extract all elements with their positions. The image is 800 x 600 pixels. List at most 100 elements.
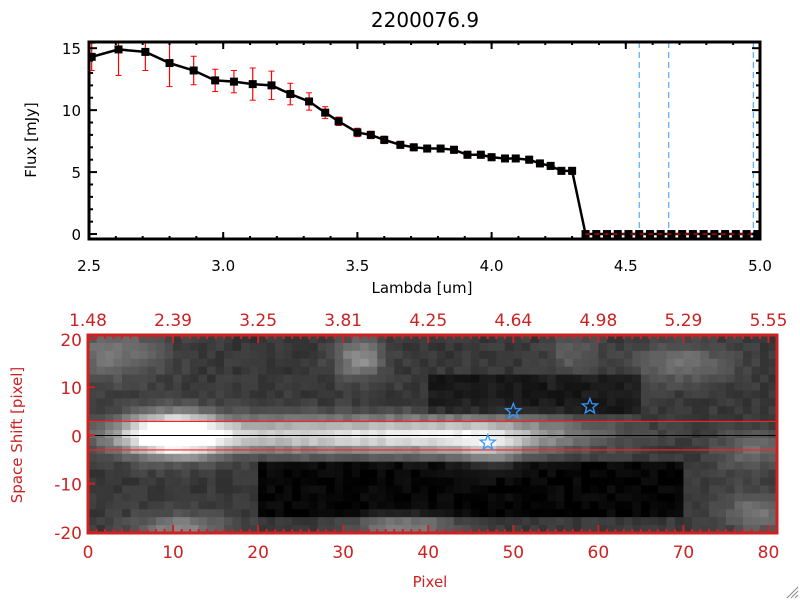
image-pixel <box>309 509 319 518</box>
image-pixel <box>326 461 336 471</box>
image-pixel <box>445 469 455 479</box>
image-pixel <box>589 430 599 439</box>
image-pixel <box>105 525 115 534</box>
image-pixel <box>181 422 191 431</box>
image-pixel <box>428 501 438 510</box>
image-pixel <box>292 430 302 439</box>
image-pixel <box>751 485 761 494</box>
image-pixel <box>351 398 361 407</box>
image-pixel <box>538 366 548 376</box>
image-pixel <box>317 509 327 518</box>
image-pixel <box>164 509 174 518</box>
image-pixel <box>351 501 361 510</box>
image-pixel <box>632 414 642 423</box>
image-pixel <box>232 469 242 479</box>
image-pixel <box>88 525 98 534</box>
image-pixel <box>615 422 625 431</box>
image-pixel <box>309 437 319 447</box>
image-pixel <box>530 414 540 423</box>
image-pixel <box>207 350 217 360</box>
image-pixel <box>360 342 370 352</box>
image-pixel <box>734 414 744 423</box>
image-pixel <box>334 422 344 431</box>
image-pixel <box>657 477 668 487</box>
image-pixel <box>649 469 659 479</box>
image-pixel <box>241 493 251 502</box>
image-pixel <box>198 453 208 463</box>
image-pixel <box>683 493 693 502</box>
image-pixel <box>326 493 336 502</box>
image-pixel <box>708 509 719 518</box>
image-pixel <box>572 382 582 392</box>
image-pixel <box>470 477 480 487</box>
image-pixel <box>173 469 183 479</box>
image-pixel <box>215 414 225 423</box>
image-pixel <box>105 350 115 360</box>
image-pixel <box>190 342 200 352</box>
image-pixel <box>700 382 710 392</box>
image-pixel <box>292 493 302 502</box>
image-pixel <box>411 461 421 471</box>
image-pixel <box>122 461 132 471</box>
image-pixel <box>300 342 310 352</box>
image-pixel <box>725 374 736 384</box>
image-pixel <box>351 469 361 479</box>
image-pixel <box>751 493 761 502</box>
image-pixel <box>360 493 370 502</box>
image-pixel <box>385 493 395 502</box>
image-pixel <box>334 366 344 376</box>
image-pixel <box>742 501 753 510</box>
image-pixel <box>190 525 200 534</box>
image-pixel <box>147 461 157 471</box>
image-pixel <box>300 374 310 384</box>
image-pixel <box>215 477 225 487</box>
image-pixel <box>462 517 472 526</box>
image-pixel <box>385 390 395 399</box>
image-pixel <box>343 509 353 518</box>
image-pixel <box>402 382 412 392</box>
image-pixel <box>470 366 480 376</box>
image-pixel <box>700 390 710 399</box>
image-pixel <box>105 430 115 439</box>
image-pixel <box>504 398 514 407</box>
image-pixel <box>479 414 489 423</box>
image-pixel <box>411 493 421 502</box>
image-pixel <box>215 342 225 352</box>
image-pixel <box>351 335 361 344</box>
image-pixel <box>428 358 438 368</box>
image-pixel <box>258 501 268 510</box>
image-pixel <box>691 461 702 471</box>
image-pixel <box>462 485 472 494</box>
image-pixel <box>547 461 557 471</box>
image-pixel <box>156 469 166 479</box>
image-pixel <box>181 374 191 384</box>
image-pixel <box>139 414 149 423</box>
image-pixel <box>317 477 327 487</box>
image-pixel <box>385 406 395 415</box>
image-pixel <box>360 382 370 392</box>
image-pixel <box>521 485 531 494</box>
image-pixel <box>326 430 336 439</box>
image-pixel <box>674 335 685 344</box>
image-pixel <box>300 509 310 518</box>
image-pixel <box>377 335 387 344</box>
image-pixel <box>113 335 123 344</box>
image-pixel <box>504 335 514 344</box>
image-pixel <box>572 501 582 510</box>
image-pixel <box>351 390 361 399</box>
image-pixel <box>360 390 370 399</box>
data-point <box>731 230 740 239</box>
image-pixel <box>538 477 548 487</box>
resize-grip-icon[interactable] <box>786 586 799 599</box>
image-pixel <box>394 414 404 423</box>
image-pixel <box>462 390 472 399</box>
image-pixel <box>725 525 736 534</box>
image-pixel <box>428 342 438 352</box>
image-pixel <box>470 335 480 344</box>
image-pixel <box>606 517 616 526</box>
image-pixel <box>96 453 106 463</box>
image-pixel <box>317 517 327 526</box>
image-pixel <box>343 517 353 526</box>
image-pixel <box>751 437 761 447</box>
y-tick-label: 10 <box>60 379 82 399</box>
